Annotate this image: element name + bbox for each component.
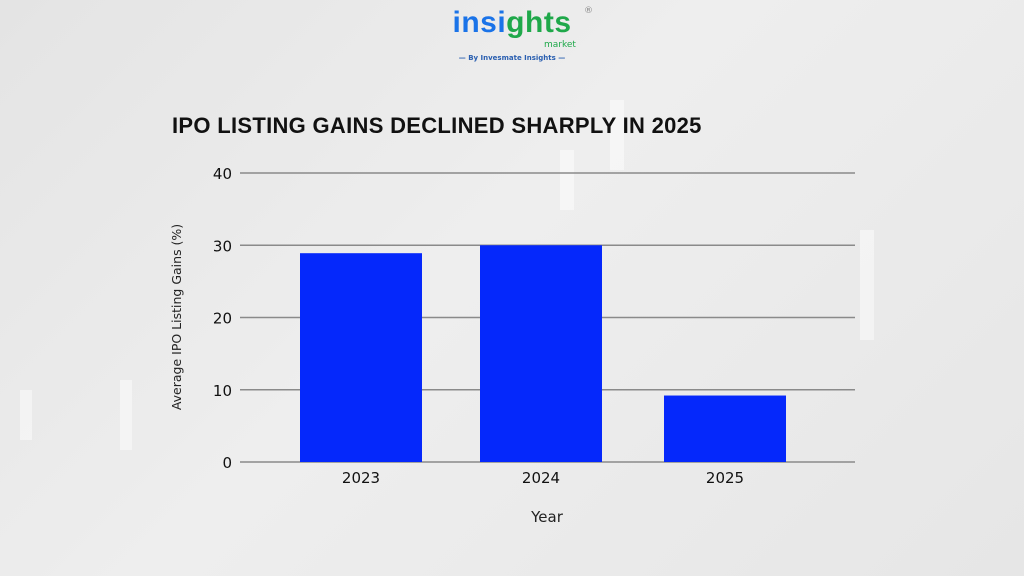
- logo-registered: ®: [584, 6, 593, 16]
- logo-text-green: ghts: [506, 6, 572, 39]
- bar-2024: [480, 245, 602, 462]
- x-tick-label: 2023: [342, 469, 380, 487]
- logo-tagline: — By Invesmate Insights —: [458, 54, 566, 62]
- logo: insights: [0, 8, 1024, 38]
- logo-text-blue: insi: [452, 6, 507, 39]
- y-tick-label: 30: [213, 237, 232, 255]
- y-tick-label: 0: [222, 454, 232, 472]
- chart-title: IPO LISTING GAINS DECLINED SHARPLY IN 20…: [172, 113, 702, 138]
- x-tick-label: 2024: [522, 469, 560, 487]
- logo-suffix: market: [544, 40, 576, 50]
- y-tick-label: 40: [213, 165, 232, 183]
- background-candle: [560, 150, 574, 210]
- background-candle: [120, 380, 132, 450]
- logo-tagline-text: By Invesmate Insights: [468, 54, 556, 62]
- x-tick-label: 2025: [706, 469, 744, 487]
- x-axis-label: Year: [530, 508, 564, 526]
- background-candle: [20, 390, 32, 440]
- y-tick-label: 20: [213, 310, 232, 328]
- bar-2025: [664, 395, 786, 462]
- bar-2023: [300, 253, 422, 462]
- background-candle: [860, 230, 874, 340]
- y-axis-label: Average IPO Listing Gains (%): [169, 224, 184, 410]
- y-tick-label: 10: [213, 382, 232, 400]
- background-candle: [610, 100, 624, 170]
